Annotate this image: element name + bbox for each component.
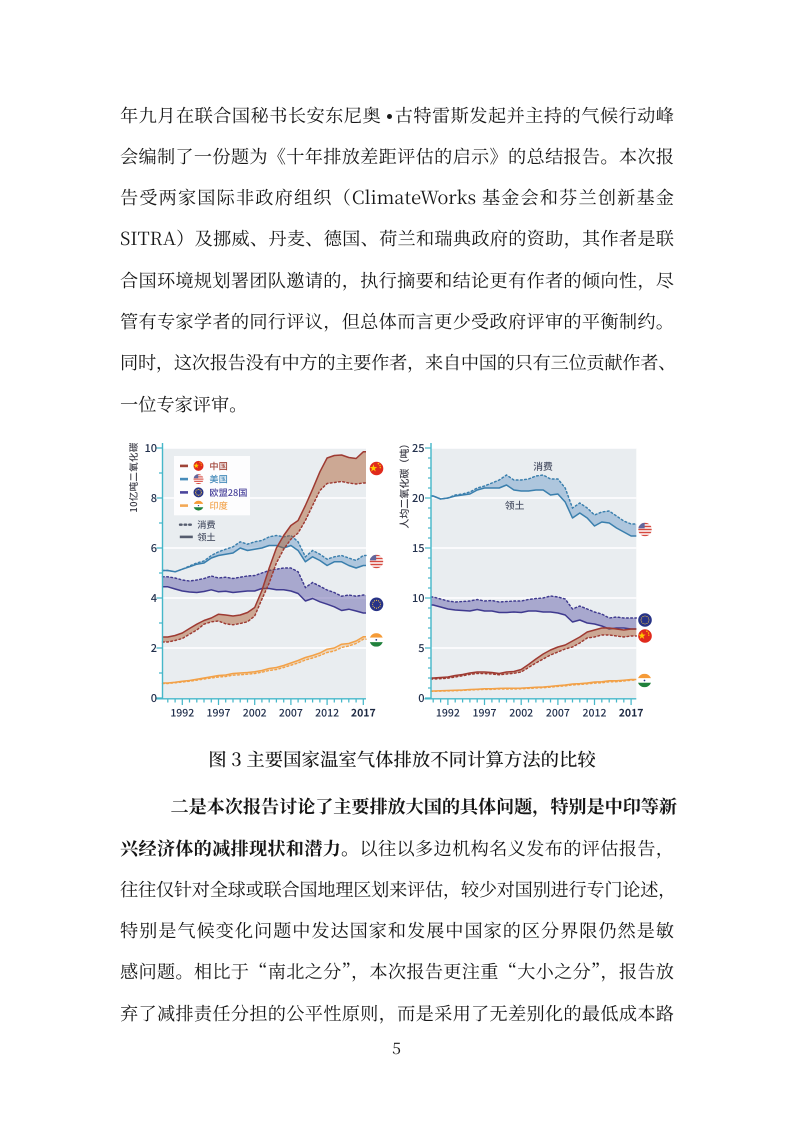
svg-text:10: 10 bbox=[412, 590, 425, 606]
svg-text:1992: 1992 bbox=[170, 705, 194, 720]
svg-text:2007: 2007 bbox=[546, 705, 570, 720]
svg-text:1997: 1997 bbox=[473, 705, 497, 720]
svg-text:2: 2 bbox=[151, 640, 157, 656]
svg-text:8: 8 bbox=[151, 490, 157, 506]
svg-text:1992: 1992 bbox=[436, 705, 460, 720]
svg-text:5: 5 bbox=[418, 640, 424, 656]
svg-text:6: 6 bbox=[151, 540, 157, 556]
svg-text:0: 0 bbox=[418, 690, 424, 706]
svg-text:10: 10 bbox=[144, 440, 157, 456]
svg-text:消费: 消费 bbox=[533, 459, 553, 473]
svg-text:美国: 美国 bbox=[209, 472, 227, 486]
svg-text:欧盟28国: 欧盟28国 bbox=[209, 485, 247, 499]
svg-text:领土: 领土 bbox=[197, 529, 215, 543]
svg-text:人均二氧化碳（吨）: 人均二氧化碳（吨） bbox=[396, 439, 411, 529]
svg-text:15: 15 bbox=[412, 540, 425, 556]
svg-text:2012: 2012 bbox=[315, 705, 339, 720]
svg-text:25: 25 bbox=[412, 440, 425, 456]
svg-text:2002: 2002 bbox=[243, 705, 267, 720]
svg-text:消费: 消费 bbox=[197, 517, 215, 531]
svg-text:1997: 1997 bbox=[207, 705, 231, 720]
svg-text:2007: 2007 bbox=[279, 705, 303, 720]
svg-text:2017: 2017 bbox=[351, 705, 376, 720]
svg-text:0: 0 bbox=[151, 690, 157, 706]
svg-text:10亿吨二氧化碳: 10亿吨二氧化碳 bbox=[126, 442, 140, 512]
svg-text:4: 4 bbox=[151, 590, 157, 606]
svg-text:20: 20 bbox=[412, 490, 425, 506]
svg-text:2012: 2012 bbox=[583, 705, 607, 720]
svg-text:领土: 领土 bbox=[505, 498, 525, 512]
svg-text:2017: 2017 bbox=[619, 705, 644, 720]
svg-text:2002: 2002 bbox=[509, 705, 533, 720]
svg-text:印度: 印度 bbox=[209, 498, 227, 512]
svg-text:中国: 中国 bbox=[209, 458, 227, 472]
